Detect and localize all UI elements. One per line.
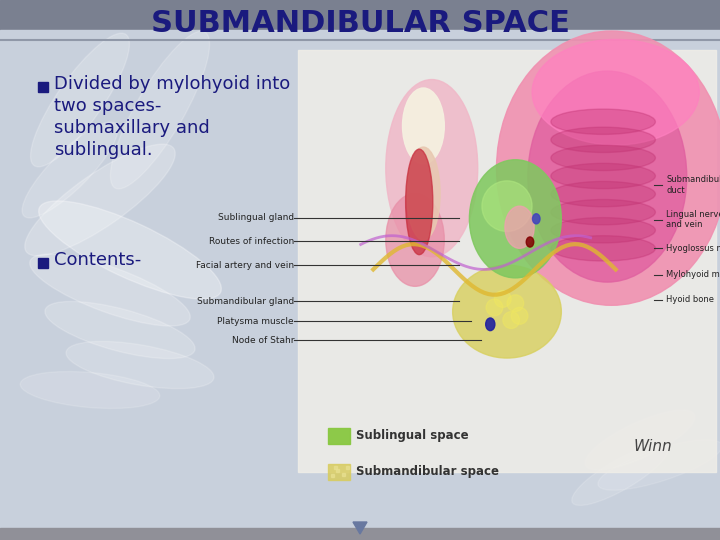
Ellipse shape <box>66 341 214 389</box>
Bar <box>342 473 345 476</box>
Polygon shape <box>353 522 367 534</box>
Ellipse shape <box>533 214 540 224</box>
Ellipse shape <box>45 301 195 359</box>
Ellipse shape <box>551 145 655 171</box>
Ellipse shape <box>22 122 118 218</box>
Ellipse shape <box>486 299 503 316</box>
Ellipse shape <box>551 199 655 225</box>
Ellipse shape <box>110 31 210 189</box>
Ellipse shape <box>30 254 190 326</box>
Ellipse shape <box>20 372 160 408</box>
Ellipse shape <box>39 201 221 299</box>
Ellipse shape <box>585 410 695 470</box>
Text: Winn: Winn <box>634 439 672 454</box>
Text: Routes of infection: Routes of infection <box>209 237 294 246</box>
Bar <box>346 466 349 469</box>
Text: sublingual.: sublingual. <box>54 141 153 159</box>
Ellipse shape <box>503 312 520 328</box>
Ellipse shape <box>572 444 668 505</box>
Ellipse shape <box>482 181 532 232</box>
Ellipse shape <box>407 147 440 240</box>
Ellipse shape <box>528 71 687 282</box>
Text: Node of Stahr: Node of Stahr <box>232 336 294 345</box>
Ellipse shape <box>507 295 523 312</box>
Text: Mylohyoid muscle: Mylohyoid muscle <box>667 270 720 279</box>
Text: Submandibular space: Submandibular space <box>356 465 499 478</box>
Ellipse shape <box>405 149 433 255</box>
Text: Submandibular
duct: Submandibular duct <box>667 176 720 195</box>
Ellipse shape <box>598 440 720 490</box>
Text: Lingual nerve
and vein: Lingual nerve and vein <box>667 210 720 230</box>
Text: Submandibular gland: Submandibular gland <box>197 296 294 306</box>
Ellipse shape <box>386 193 444 286</box>
Bar <box>38 258 48 268</box>
Bar <box>38 82 48 92</box>
Ellipse shape <box>551 218 655 243</box>
Bar <box>298 50 716 472</box>
Ellipse shape <box>526 237 534 247</box>
Text: SUBMANDIBULAR SPACE: SUBMANDIBULAR SPACE <box>150 10 570 38</box>
Ellipse shape <box>551 109 655 134</box>
Bar <box>328 428 350 444</box>
Text: Hyoglossus muscle: Hyoglossus muscle <box>667 244 720 253</box>
Text: Sublingual gland: Sublingual gland <box>218 213 294 222</box>
Text: Hyoid bone: Hyoid bone <box>667 295 714 305</box>
Ellipse shape <box>486 318 495 330</box>
Ellipse shape <box>24 144 175 256</box>
Bar <box>336 469 339 472</box>
Text: Sublingual space: Sublingual space <box>356 429 469 442</box>
Ellipse shape <box>453 265 562 358</box>
Ellipse shape <box>505 206 534 248</box>
Ellipse shape <box>30 33 130 167</box>
Ellipse shape <box>497 31 720 305</box>
Ellipse shape <box>551 127 655 152</box>
Ellipse shape <box>532 39 699 145</box>
Bar <box>331 474 334 477</box>
Bar <box>328 464 350 480</box>
Text: Contents-: Contents- <box>54 251 141 269</box>
Ellipse shape <box>402 88 444 164</box>
Ellipse shape <box>511 307 528 325</box>
Ellipse shape <box>386 79 478 257</box>
Text: Platysma muscle: Platysma muscle <box>217 317 294 326</box>
Text: submaxillary and: submaxillary and <box>54 119 210 137</box>
Text: Divided by mylohyoid into: Divided by mylohyoid into <box>54 75 290 93</box>
Ellipse shape <box>469 160 562 278</box>
Bar <box>0 528 720 540</box>
Ellipse shape <box>551 181 655 207</box>
Ellipse shape <box>551 163 655 188</box>
Bar <box>0 0 720 30</box>
Text: two spaces-: two spaces- <box>54 97 161 115</box>
Bar <box>334 466 337 469</box>
Text: Facial artery and vein: Facial artery and vein <box>196 261 294 269</box>
Ellipse shape <box>495 291 511 307</box>
Ellipse shape <box>551 235 655 261</box>
